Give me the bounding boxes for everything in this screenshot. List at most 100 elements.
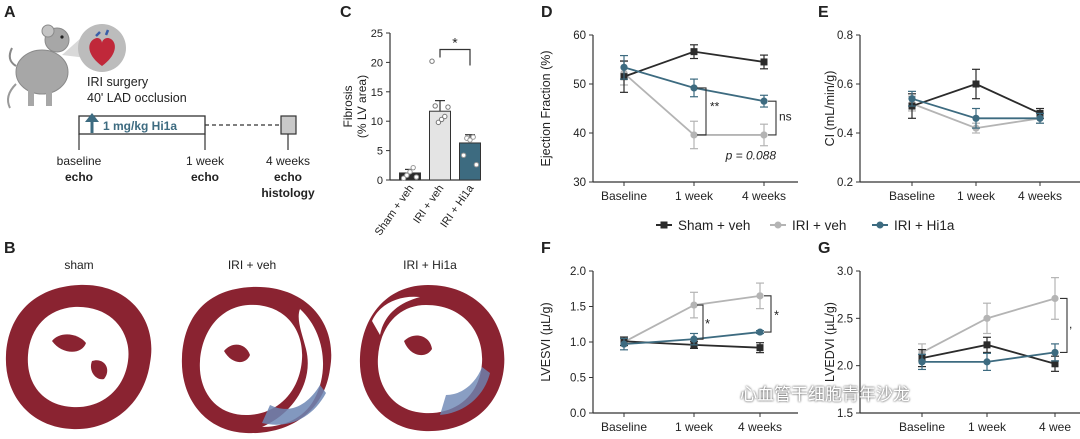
d-marker <box>690 84 698 92</box>
legend-swatch-marker <box>876 221 884 229</box>
watermark-text: 心血管干细胞青年沙龙 <box>740 385 910 404</box>
c-data-point <box>429 58 435 64</box>
surgery-label: IRI surgery <box>87 75 149 89</box>
c-y-tick-label: 10 <box>371 116 383 128</box>
d-y-tick-label: 60 <box>573 30 586 42</box>
d-annotation-stars: ** <box>710 99 720 113</box>
f-x-tick-label: 4 weeks <box>738 420 782 434</box>
e-y-tick-label: 0.6 <box>837 79 853 91</box>
f-y-tick-label: 0.5 <box>570 373 586 385</box>
g-y-tick-label: 2.0 <box>837 361 853 373</box>
f-y-tick-label: 1.5 <box>570 302 586 314</box>
f-marker <box>756 292 764 300</box>
c-significance-bracket <box>439 48 471 66</box>
d-marker <box>760 131 768 139</box>
f-x-tick-label: 1 week <box>675 420 714 434</box>
timeline-endpoint-box <box>280 115 297 135</box>
occlusion-label: 40' LAD occlusion <box>87 91 187 105</box>
t2-sublabel-echo: echo <box>274 170 302 184</box>
c-data-point <box>473 162 480 168</box>
panel-a-schematic: IRI surgery 40' LAD occlusion 1 mg/kg Hi… <box>7 24 315 200</box>
legend: Sham + veh IRI + veh IRI + Hi1a <box>656 218 955 233</box>
e-marker <box>1036 114 1044 122</box>
g-annotation: , <box>1069 317 1072 331</box>
chart-g-lvedvi: 1.5 2.0 2.5 3.0 Baseline 1 week 4 wee LVEDVI (µ… <box>823 266 1080 434</box>
d-marker <box>690 131 698 139</box>
d-bracket-1week <box>697 87 707 136</box>
t1-label: 1 week <box>186 154 225 168</box>
e-x-tick-label: 4 weeks <box>1018 189 1062 203</box>
d-marker <box>760 97 768 105</box>
c-data-point <box>400 175 407 181</box>
d-y-tick-label: 30 <box>573 177 586 189</box>
t0-sublabel: echo <box>65 170 93 184</box>
d-x-tick-label: 1 week <box>675 189 714 203</box>
histology-label-sham: sham <box>64 258 93 272</box>
g-y-tick-label: 3.0 <box>837 266 853 278</box>
c-data-point <box>407 169 413 175</box>
e-y-tick-label: 0.8 <box>837 30 853 42</box>
g-marker <box>983 341 991 349</box>
f-marker <box>690 335 698 343</box>
d-marker <box>760 58 768 66</box>
panel-b-histology: sham IRI + veh IRI + Hi1a <box>5 258 505 434</box>
t2-label: 4 weeks <box>266 154 310 168</box>
g-y-tick-label: 2.5 <box>837 313 853 325</box>
legend-swatch-marker <box>660 221 668 229</box>
g-marker <box>918 358 926 366</box>
f-bracket-4weeks <box>764 295 772 333</box>
c-data-point <box>442 113 448 120</box>
c-data-point <box>470 134 476 140</box>
d-annotation-ns: ns <box>779 109 792 123</box>
f-x-tick-label: Baseline <box>601 420 647 434</box>
panel-letter-c: C <box>340 4 352 21</box>
c-y-tick-label: 25 <box>371 28 383 40</box>
e-marker <box>972 114 980 122</box>
c-data-point <box>410 164 416 171</box>
f-y-tick-label: 0.0 <box>570 408 586 420</box>
g-marker <box>1051 348 1059 357</box>
panel-letter-f: F <box>541 240 551 257</box>
g-marker <box>983 358 991 366</box>
c-y-tick-label: 20 <box>371 57 383 69</box>
f-annotation-star-2: * <box>774 307 779 322</box>
dose-label: 1 mg/kg Hi1a <box>103 119 177 133</box>
t2-sublabel-histology: histology <box>261 186 315 200</box>
c-data-point <box>445 104 451 110</box>
c-data-point <box>413 174 420 180</box>
g-x-tick-label: 1 week <box>968 420 1007 434</box>
c-data-point <box>438 116 445 123</box>
c-y-tick-label: 0 <box>377 175 383 187</box>
histology-label-veh: IRI + veh <box>228 258 276 272</box>
e-x-tick-label: Baseline <box>889 189 935 203</box>
e-marker <box>972 80 980 88</box>
d-annotation-pvalue: p = 0.088 <box>725 148 777 162</box>
g-x-tick-label: 4 wee <box>1039 420 1071 434</box>
e-marker <box>908 95 916 103</box>
chart-d-ejection-fraction: 30 40 50 60 Baseline 1 week 4 weeks Ejection Fr… <box>539 30 798 203</box>
e-x-tick-label: 1 week <box>957 189 996 203</box>
d-y-label: Ejection Fraction (%) <box>539 50 553 166</box>
c-data-point <box>467 137 473 143</box>
e-y-tick-label: 0.4 <box>837 128 854 140</box>
d-bracket-4weeks <box>768 100 777 136</box>
t0-label: baseline <box>57 154 102 168</box>
histology-section-hi1a <box>359 285 505 432</box>
panel-letter-a: A <box>4 4 16 21</box>
c-data-point <box>460 152 467 159</box>
c-x-tick-label: Sham + veh <box>373 183 417 238</box>
c-data-point <box>435 119 442 126</box>
f-marker <box>756 344 764 352</box>
f-marker <box>756 328 764 336</box>
d-x-tick-label: Baseline <box>601 189 647 203</box>
d-marker <box>620 63 628 71</box>
chart-e-cardiac-index: 0.2 0.4 0.6 0.8 Baseline 1 week 4 weeks CI (mL/… <box>823 30 1080 203</box>
f-y-label: LVESVI (µL/g) <box>539 302 553 381</box>
c-significance-star: * <box>452 34 458 50</box>
c-data-point <box>432 103 438 109</box>
f-marker <box>690 301 698 309</box>
f-y-tick-label: 2.0 <box>570 266 586 278</box>
f-bracket-1week <box>697 304 704 340</box>
